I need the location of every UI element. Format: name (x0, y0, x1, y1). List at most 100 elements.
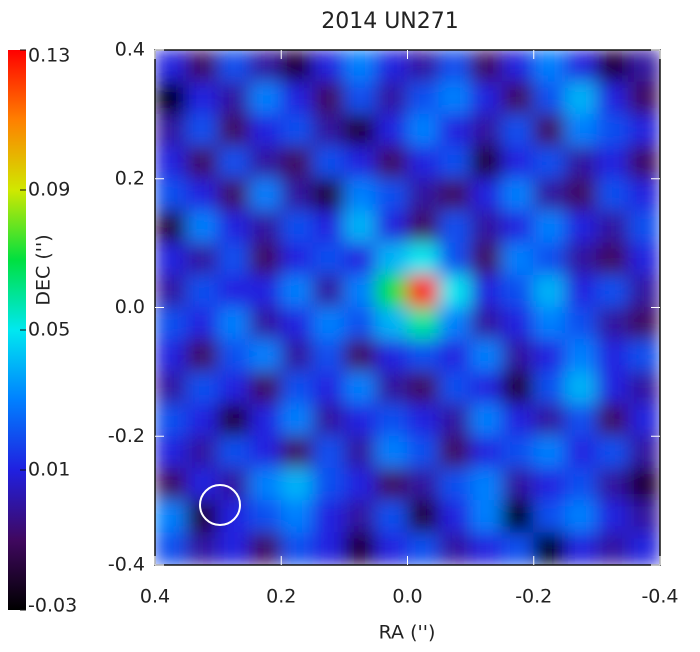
heatmap-cell (280, 467, 314, 502)
heatmap-cell (343, 339, 377, 373)
heatmap-cell (155, 371, 188, 405)
heatmap-cell (438, 532, 472, 565)
heatmap-cell (596, 81, 629, 115)
heatmap-cell (343, 242, 377, 276)
heatmap-cell (407, 210, 440, 244)
heatmap-cell (438, 178, 472, 212)
heatmap-cell (501, 146, 535, 180)
heatmap-cell (564, 307, 598, 341)
heatmap-cell (501, 435, 535, 469)
heatmap-image (155, 50, 660, 565)
y-tick-label: 0.0 (115, 296, 145, 318)
heatmap-cell (407, 339, 440, 373)
heatmap-cell (564, 210, 598, 244)
heatmap-cell (407, 435, 440, 469)
heatmap-cell (312, 81, 345, 115)
heatmap-cell (596, 50, 629, 83)
heatmap-cell (438, 210, 472, 244)
heatmap-cell (343, 403, 377, 437)
heatmap-cell (155, 500, 188, 534)
heatmap-cell (343, 210, 377, 244)
heatmap-cell (438, 435, 472, 469)
heatmap-cell (312, 274, 345, 308)
heatmap-cell (470, 113, 503, 148)
heatmap-cell (533, 274, 566, 308)
heatmap-cell (533, 435, 566, 469)
heatmap-cell (249, 242, 282, 276)
heatmap-cell (155, 210, 188, 244)
heatmap-cell (627, 435, 660, 469)
heatmap-cell (217, 371, 251, 405)
heatmap-cell (217, 210, 251, 244)
heatmap-cell (470, 210, 503, 244)
heatmap-cell (533, 500, 566, 534)
heatmap-cell (280, 50, 314, 83)
heatmap-cell (533, 242, 566, 276)
x-tick-label: 0.4 (140, 586, 170, 608)
heatmap-cell (343, 435, 377, 469)
heatmap-cell (596, 500, 629, 534)
heatmap-cell (186, 146, 219, 180)
heatmap-cell (596, 467, 629, 502)
x-tick-label: -0.2 (515, 586, 552, 608)
heatmap-cell (186, 113, 219, 148)
heatmap-cell (501, 242, 535, 276)
heatmap-cell (564, 146, 598, 180)
heatmap-cell (186, 242, 219, 276)
heatmap-cell (375, 146, 408, 180)
heatmap-cell (596, 274, 629, 308)
heatmap-cell (280, 532, 314, 565)
heatmap-cell (186, 307, 219, 341)
heatmap-cell (627, 146, 660, 180)
heatmap-cell (280, 339, 314, 373)
heatmap-cell (470, 500, 503, 534)
heatmap-cell (312, 178, 345, 212)
heatmap-cell (627, 50, 660, 83)
heatmap-cell (407, 113, 440, 148)
heatmap-cell (627, 500, 660, 534)
heatmap-cell (627, 532, 660, 565)
heatmap-cell (249, 307, 282, 341)
heatmap-cell (375, 403, 408, 437)
heatmap-cell (155, 113, 188, 148)
heatmap-cell (217, 274, 251, 308)
heatmap-cell (438, 242, 472, 276)
heatmap-cell (470, 307, 503, 341)
heatmap-cell (596, 307, 629, 341)
heatmap-cell (533, 113, 566, 148)
heatmap-cell (280, 435, 314, 469)
heatmap-cell (596, 113, 629, 148)
heatmap-cell (155, 532, 188, 565)
heatmap-cell (564, 81, 598, 115)
heatmap-cell (564, 371, 598, 405)
heatmap-cell (155, 435, 188, 469)
heatmap-cell (407, 403, 440, 437)
heatmap-cell (438, 467, 472, 502)
heatmap-cell (375, 50, 408, 83)
heatmap-cell (627, 467, 660, 502)
y-tick-label: 0.4 (115, 39, 145, 61)
heatmap-cell (186, 339, 219, 373)
heatmap-cell (312, 435, 345, 469)
heatmap-cell (375, 242, 408, 276)
heatmap-cell (249, 403, 282, 437)
heatmap-cell (470, 435, 503, 469)
heatmap-cell (249, 81, 282, 115)
heatmap-cell (627, 210, 660, 244)
heatmap-cell (217, 50, 251, 83)
heatmap-cell (470, 274, 503, 308)
heatmap-cell (533, 532, 566, 565)
heatmap-cell (217, 242, 251, 276)
heatmap-cell (343, 274, 377, 308)
heatmap-cell (217, 339, 251, 373)
beam-ellipse (199, 484, 241, 526)
heatmap-cell (155, 178, 188, 212)
heatmap-cell (533, 146, 566, 180)
heatmap-cell (533, 403, 566, 437)
heatmap-cell (533, 307, 566, 341)
heatmap-cell (343, 113, 377, 148)
heatmap-cell (596, 242, 629, 276)
heatmap-cell (596, 339, 629, 373)
heatmap-cell (627, 113, 660, 148)
heatmap-cell (438, 339, 472, 373)
